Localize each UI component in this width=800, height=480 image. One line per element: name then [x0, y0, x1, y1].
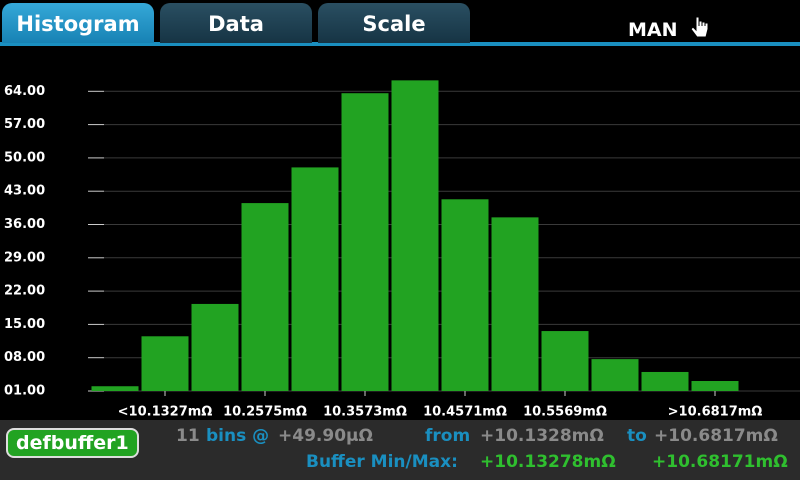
tab[interactable]: Histogram	[2, 3, 154, 43]
y-tick-label: 50.00	[4, 150, 45, 165]
y-tick-label: 36.00	[4, 217, 45, 232]
mode-indicator[interactable]: MAN	[628, 10, 709, 41]
buffer-button[interactable]: defbuffer1	[6, 428, 139, 458]
to-value: +10.6817mΩ	[654, 426, 778, 446]
y-tick-label: 01.00	[4, 384, 45, 399]
bar	[441, 199, 489, 391]
max-value: +10.68171mΩ	[652, 452, 788, 472]
x-tick-label: <10.1327mΩ	[118, 405, 213, 420]
bar	[291, 167, 339, 391]
tab[interactable]: Scale	[318, 3, 470, 43]
bin-width: +49.90µΩ	[278, 426, 373, 446]
y-tick-label: 15.00	[4, 317, 45, 332]
bar	[641, 371, 689, 391]
histogram-chart: 01.00 08.00 15.00 22.00 29.00 36.00 43.00 50.00…	[4, 80, 800, 420]
bar	[241, 203, 289, 391]
bar	[541, 331, 589, 391]
to-label: to	[627, 426, 647, 446]
y-tick-label: 22.00	[4, 284, 45, 299]
from-label: from	[425, 426, 471, 446]
bins-count: 11	[176, 426, 200, 446]
min-value: +10.13278mΩ	[480, 452, 616, 472]
y-tick-label: 64.00	[4, 84, 45, 99]
tab[interactable]: Data	[160, 3, 312, 43]
from-value: +10.1328mΩ	[480, 426, 604, 446]
hand-icon	[690, 16, 709, 38]
bar	[391, 80, 439, 391]
bar	[691, 381, 739, 391]
bins-label: bins @	[206, 426, 270, 446]
bar	[91, 386, 139, 391]
bar	[191, 303, 239, 391]
x-tick-label: 10.4571mΩ	[423, 405, 507, 420]
bar	[591, 359, 639, 391]
y-tick-label: 43.00	[4, 184, 45, 199]
x-tick-label: 10.3573mΩ	[323, 405, 407, 420]
x-tick-label: >10.6817mΩ	[668, 405, 763, 420]
y-tick-label: 57.00	[4, 117, 45, 132]
bar	[491, 217, 539, 391]
footer: defbuffer1 11 bins @ +49.90µΩ from +10.1…	[0, 420, 800, 480]
mode-text: MAN	[628, 19, 678, 41]
minmax-label: Buffer Min/Max:	[306, 452, 458, 472]
tab-bar: Histogram Data Scale MAN	[0, 0, 800, 46]
bar	[341, 93, 389, 392]
x-tick-label: 10.5569mΩ	[523, 405, 607, 420]
y-tick-label: 29.00	[4, 250, 45, 265]
x-tick-label: 10.2575mΩ	[223, 405, 307, 420]
bar	[141, 336, 189, 391]
y-tick-label: 08.00	[4, 350, 45, 365]
